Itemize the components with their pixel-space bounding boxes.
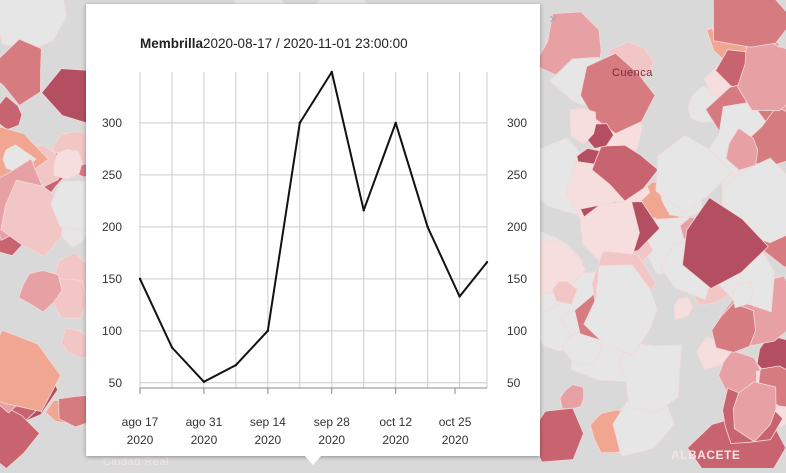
data-point bbox=[458, 295, 460, 297]
data-point bbox=[171, 346, 173, 348]
data-point bbox=[267, 330, 269, 332]
data-point bbox=[235, 364, 237, 366]
y-tick-label-right: 150 bbox=[507, 272, 527, 286]
map-region bbox=[0, 0, 67, 51]
data-point bbox=[363, 209, 365, 211]
map-label-albacete: ALBACETE bbox=[671, 448, 740, 462]
x-tick-year-label: 2020 bbox=[382, 433, 409, 447]
map-label-ciudad-real: Ciudad Real bbox=[103, 456, 169, 468]
x-tick-label: oct 25 bbox=[439, 415, 472, 429]
data-point bbox=[486, 261, 488, 263]
y-tick-label-right: 300 bbox=[507, 116, 527, 130]
y-tick-label-right: 100 bbox=[507, 324, 527, 338]
map-region bbox=[674, 298, 693, 320]
data-point bbox=[299, 122, 301, 124]
popup-pointer bbox=[304, 455, 322, 465]
line-chart: 50 50 100 100 150 150 200 200 250 250 300 300 ago 17… bbox=[86, 4, 540, 456]
y-tick-label-right: 200 bbox=[507, 220, 527, 234]
data-point bbox=[426, 226, 428, 228]
y-tick-label-left: 200 bbox=[102, 220, 122, 234]
y-tick-label-right: 50 bbox=[507, 376, 521, 390]
x-tick-year-label: 2020 bbox=[318, 433, 345, 447]
y-tick-label-right: 250 bbox=[507, 168, 527, 182]
y-tick-label-left: 150 bbox=[102, 272, 122, 286]
y-tick-label-left: 50 bbox=[109, 376, 123, 390]
y-tick-label-left: 100 bbox=[102, 324, 122, 338]
x-tick-label: ago 31 bbox=[186, 415, 223, 429]
x-tick-year-label: 2020 bbox=[191, 433, 218, 447]
map-region bbox=[712, 303, 756, 352]
x-tick-label: ago 17 bbox=[122, 415, 159, 429]
map-region bbox=[54, 149, 82, 179]
x-tick-label: sep 14 bbox=[250, 415, 286, 429]
map-label-cuenca: Cuenca bbox=[612, 67, 653, 79]
data-point bbox=[331, 71, 333, 73]
x-tick-label: sep 28 bbox=[314, 415, 350, 429]
x-tick-year-label: 2020 bbox=[254, 433, 281, 447]
map-region bbox=[713, 0, 786, 47]
chart-popup: Membrilla2020-08-17 / 2020-11-01 23:00:0… bbox=[86, 4, 540, 456]
x-tick-year-label: 2020 bbox=[442, 433, 469, 447]
data-point bbox=[203, 381, 205, 383]
map-region bbox=[560, 385, 584, 409]
x-tick-label: oct 12 bbox=[379, 415, 412, 429]
data-point bbox=[139, 278, 141, 280]
y-tick-label-left: 250 bbox=[102, 168, 122, 182]
x-tick-year-label: 2020 bbox=[127, 433, 154, 447]
data-point bbox=[394, 122, 396, 124]
close-icon[interactable]: × bbox=[549, 11, 558, 28]
y-tick-label-left: 300 bbox=[102, 116, 122, 130]
